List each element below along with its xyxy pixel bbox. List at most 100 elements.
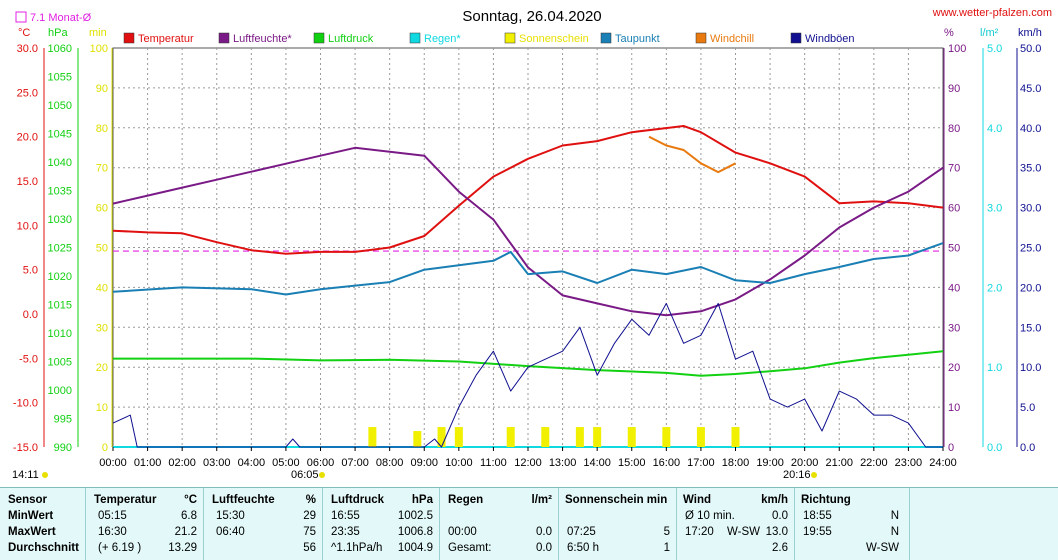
x-tick-label: 17:00 bbox=[687, 457, 715, 469]
stats-header-pressure: Luftdruck bbox=[331, 494, 385, 506]
wind-tick-label: 5.0 bbox=[1020, 402, 1035, 414]
sunshine-bar bbox=[731, 427, 740, 447]
humidity-tick-label: 50 bbox=[948, 243, 960, 255]
stats-unit-pressure: hPa bbox=[411, 494, 433, 506]
pressure-tick-label: 990 bbox=[54, 442, 72, 454]
stats-cell: 75 bbox=[303, 526, 316, 538]
rain-tick-label: 3.0 bbox=[987, 203, 1002, 215]
pressure-tick-label: 1035 bbox=[48, 186, 72, 198]
stats-cell: 2.6 bbox=[772, 542, 788, 554]
pressure-tick-label: 995 bbox=[54, 414, 72, 426]
temperature-tick-label: -15.0 bbox=[13, 442, 38, 454]
stats-header-humidity: Luftfeuchte bbox=[212, 494, 275, 506]
legend-label: Regen* bbox=[424, 33, 461, 45]
rain-tick-label: 2.0 bbox=[987, 282, 1002, 294]
wind-tick-label: 30.0 bbox=[1020, 203, 1041, 215]
x-tick-label: 15:00 bbox=[618, 457, 646, 469]
x-tick-label: 16:00 bbox=[653, 457, 681, 469]
series-line-taupunkt bbox=[112, 242, 944, 296]
pressure-tick-label: 1060 bbox=[48, 43, 72, 55]
series-line-luftdruck bbox=[113, 350, 944, 377]
legend-swatch bbox=[504, 32, 516, 44]
humidity-tick-label: 40 bbox=[948, 282, 960, 294]
x-tick-label: 05:00 bbox=[272, 457, 300, 469]
series-line-luftfeuchte bbox=[112, 146, 944, 317]
series-line-windben bbox=[112, 302, 943, 448]
pressure-tick-label: 1015 bbox=[48, 300, 72, 312]
stats-cell: 6:50 h bbox=[567, 542, 599, 554]
wind-tick-label: 25.0 bbox=[1020, 243, 1041, 255]
grid bbox=[43, 47, 1018, 448]
right-axes: 10090807060504030201005.04.03.02.01.00.0… bbox=[948, 43, 1041, 454]
legend-label: Luftdruck bbox=[328, 33, 374, 45]
stats-cell: 56 bbox=[303, 542, 316, 554]
rain-tick-label: 1.0 bbox=[987, 362, 1002, 374]
wind-unit: km/h bbox=[1018, 27, 1042, 39]
x-tick-label: 20:00 bbox=[791, 457, 819, 469]
stats-col-sensor: Sensor MinWert MaxWert Durchschnitt bbox=[0, 488, 86, 560]
humidity-tick-label: 70 bbox=[948, 163, 960, 175]
stats-cell: N bbox=[890, 510, 899, 522]
pressure-tick-label: 1020 bbox=[48, 271, 72, 283]
humidity-tick-label: 20 bbox=[948, 362, 960, 374]
x-tick-label: 03:00 bbox=[203, 457, 231, 469]
stats-cell: Ø 10 min. bbox=[685, 510, 735, 522]
stats-cell: 1 bbox=[663, 542, 670, 554]
stats-cell: 13.0 bbox=[765, 526, 788, 538]
sunshine-bar bbox=[696, 427, 705, 447]
stats-cell: N bbox=[890, 526, 899, 538]
temperature-tick-label: 20.0 bbox=[17, 132, 38, 144]
stats-col-humidity: Luftfeuchte% 15:30 29 06:40 75 56 bbox=[204, 488, 323, 560]
x-tick-label: 24:00 bbox=[929, 457, 957, 469]
stats-unit-temperature: °C bbox=[184, 494, 197, 506]
x-tick-label: 06:00 bbox=[307, 457, 335, 469]
pressure-unit: hPa bbox=[48, 27, 68, 39]
temp-unit: °C bbox=[18, 27, 30, 39]
stats-cell: 19:55 bbox=[803, 526, 832, 538]
temperature-tick-label: 30.0 bbox=[17, 43, 38, 55]
stats-col-sunshine: Sonnenschein min 07:25 5 6:50 h 1 bbox=[559, 488, 677, 560]
legend-label: Sonnenschein bbox=[519, 33, 589, 45]
stats-header-temperature: Temperatur bbox=[94, 494, 157, 506]
avg-legend-box bbox=[15, 11, 27, 23]
sunshine-bar bbox=[506, 427, 515, 447]
sunshine-bar bbox=[541, 427, 550, 447]
wind-tick-label: 10.0 bbox=[1020, 362, 1041, 374]
stats-cell: 16:55 bbox=[331, 510, 360, 522]
x-tick-label: 09:00 bbox=[410, 457, 438, 469]
temperature-tick-label: -10.0 bbox=[13, 398, 38, 410]
sunrise-sun-icon bbox=[319, 472, 325, 478]
legend-label: Windchill bbox=[710, 33, 754, 45]
pressure-tick-label: 1000 bbox=[48, 385, 72, 397]
wind-tick-label: 40.0 bbox=[1020, 123, 1041, 135]
x-tick-label: 04:00 bbox=[238, 457, 266, 469]
temperature-tick-label: -5.0 bbox=[19, 353, 38, 365]
stats-cell: 6.8 bbox=[181, 510, 197, 522]
stats-header-direction: Richtung bbox=[801, 494, 851, 506]
weather-chart: Sonntag, 26.04.2020 www.wetter-pfalzen.c… bbox=[12, 7, 1052, 481]
stats-cell: 17:20 bbox=[685, 526, 714, 538]
series-line-windchill bbox=[648, 135, 736, 174]
stats-row-label: Durchschnitt bbox=[8, 542, 79, 554]
now-sun-icon bbox=[42, 472, 48, 478]
pressure-tick-label: 1030 bbox=[48, 214, 72, 226]
stats-header-sunshine: Sonnenschein min bbox=[565, 494, 668, 506]
stats-cell: 16:30 bbox=[98, 526, 127, 538]
sunshine-bar bbox=[627, 427, 636, 447]
pressure-tick-label: 1040 bbox=[48, 157, 72, 169]
stats-cell: 05:15 bbox=[98, 510, 127, 522]
now-marker: 14:11 bbox=[12, 469, 39, 481]
x-tick-label: 18:00 bbox=[722, 457, 750, 469]
stats-cell: 06:40 bbox=[216, 526, 245, 538]
website-label: www.wetter-pfalzen.com bbox=[932, 7, 1052, 19]
sunshine-tick-label: 30 bbox=[96, 322, 108, 334]
sunshine-bar bbox=[575, 427, 584, 447]
stats-row-label: MinWert bbox=[8, 510, 54, 522]
humidity-tick-label: 90 bbox=[948, 83, 960, 95]
x-tick-label: 13:00 bbox=[549, 457, 577, 469]
sunshine-bar bbox=[662, 427, 671, 447]
humidity-tick-label: 30 bbox=[948, 322, 960, 334]
stats-unit-humidity: % bbox=[305, 494, 316, 506]
x-tick-label: 19:00 bbox=[756, 457, 784, 469]
x-tick-label: 21:00 bbox=[825, 457, 853, 469]
